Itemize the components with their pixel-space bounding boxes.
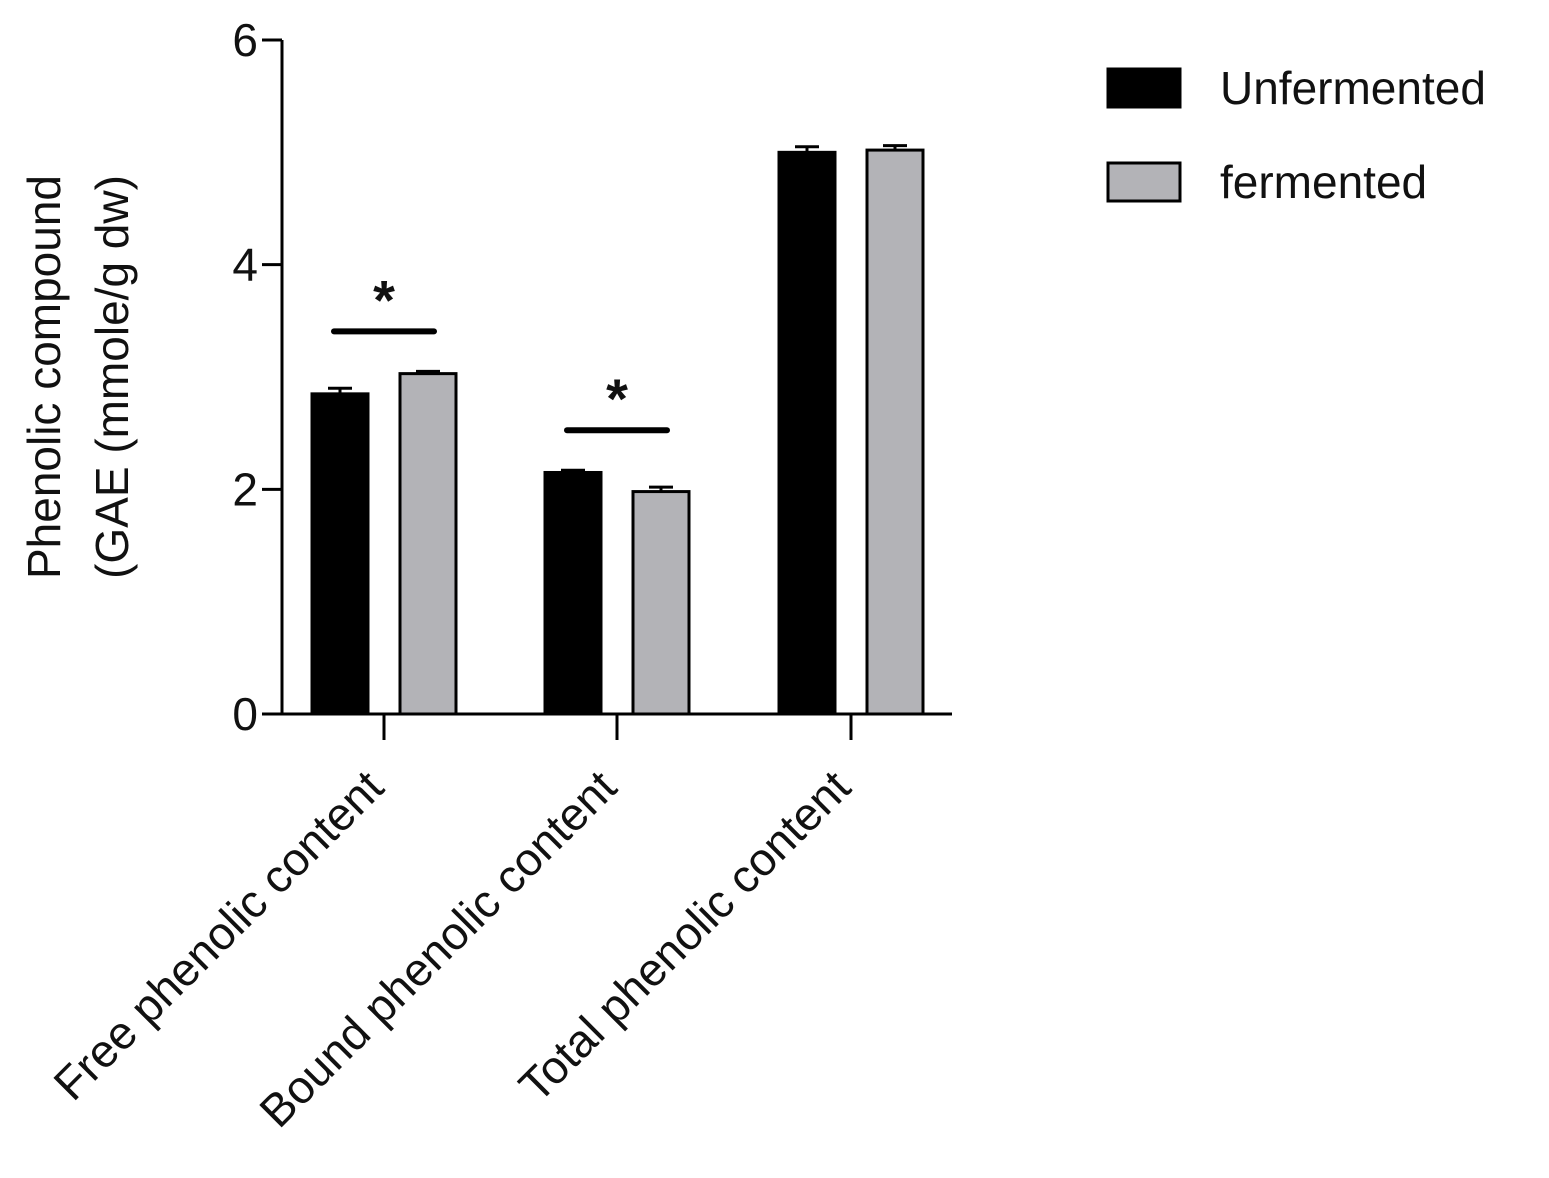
significance-asterisk: *: [373, 268, 395, 331]
y-axis-title-line-2: (GAE (mmole/g dw): [86, 175, 138, 579]
significance-asterisk: *: [606, 367, 628, 430]
y-axis-title-line-1: Phenolic compound: [18, 175, 70, 579]
y-tick-label: 4: [232, 239, 258, 291]
significance-group: **: [331, 268, 670, 434]
legend-label-unfermented: Unfermented: [1220, 62, 1486, 114]
y-tick-label: 6: [232, 14, 258, 66]
bar-unfermented-1: [543, 470, 603, 716]
bar-unfermented-0: [310, 392, 370, 716]
legend-label-fermented: fermented: [1220, 156, 1427, 208]
bar-fermented-1: [631, 490, 691, 716]
y-axis-title: Phenolic compound (GAE (mmole/g dw): [18, 175, 138, 579]
bar-fermented-2: [865, 148, 925, 716]
bars-group: [310, 144, 925, 716]
legend: Unfermented fermented: [1106, 62, 1486, 208]
bar-fermented-0: [398, 372, 458, 716]
y-tick-label: 0: [232, 688, 258, 740]
y-tick-label: 2: [232, 463, 258, 515]
legend-swatch-unfermented: [1106, 67, 1182, 109]
bar-unfermented-2: [777, 150, 837, 716]
legend-swatch-fermented: [1106, 161, 1182, 203]
